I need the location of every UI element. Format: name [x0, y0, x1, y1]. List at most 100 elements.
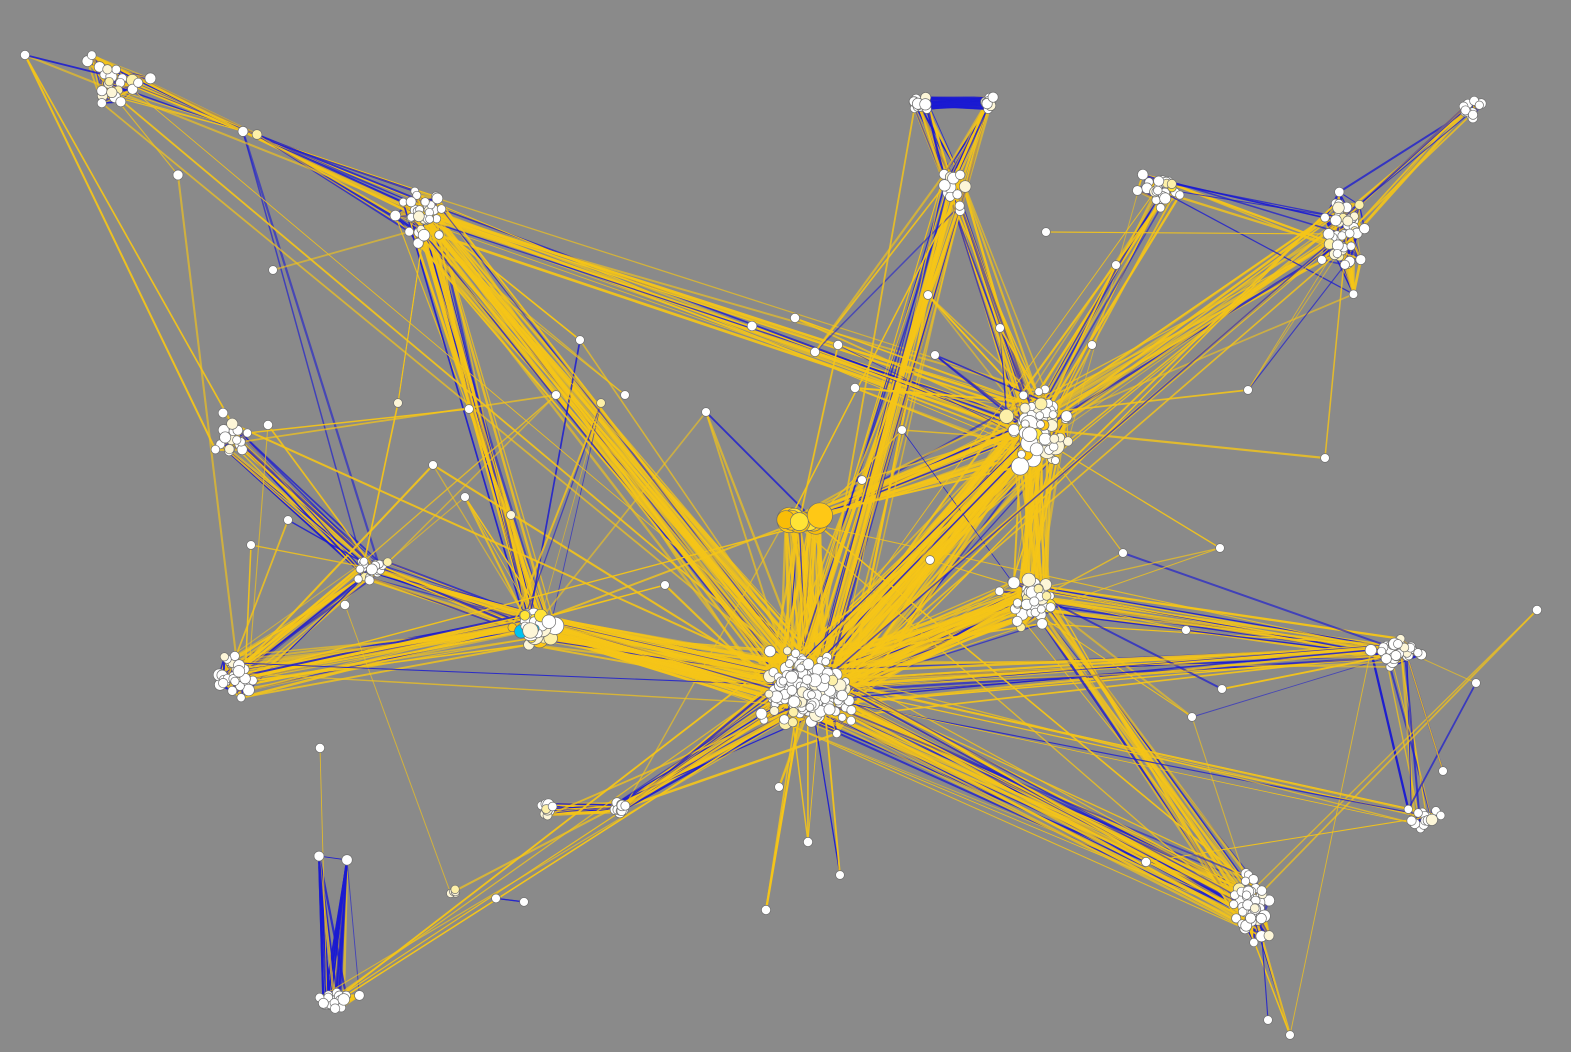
graph-node[interactable]	[1018, 390, 1029, 400]
graph-node[interactable]	[1217, 684, 1227, 694]
graph-node[interactable]	[923, 290, 933, 300]
graph-node[interactable]	[237, 126, 249, 137]
graph-node[interactable]	[522, 622, 539, 639]
graph-node[interactable]	[506, 510, 516, 520]
graph-node[interactable]	[1393, 639, 1403, 649]
graph-node[interactable]	[1337, 231, 1347, 241]
graph-node[interactable]	[1215, 543, 1225, 553]
graph-node[interactable]	[954, 200, 965, 211]
graph-node[interactable]	[1045, 602, 1056, 613]
graph-node[interactable]	[987, 91, 999, 103]
graph-node[interactable]	[1332, 248, 1342, 259]
graph-node[interactable]	[761, 905, 771, 915]
graph-node[interactable]	[330, 1003, 341, 1014]
graph-node[interactable]	[938, 179, 951, 192]
graph-node[interactable]	[1021, 572, 1036, 588]
graph-node[interactable]	[785, 659, 794, 668]
graph-node[interactable]	[1248, 874, 1259, 885]
graph-node[interactable]	[1017, 449, 1026, 459]
graph-node[interactable]	[832, 729, 842, 739]
graph-node[interactable]	[1320, 453, 1330, 463]
graph-node[interactable]	[354, 990, 365, 1001]
graph-node[interactable]	[1153, 185, 1163, 196]
graph-node[interactable]	[955, 169, 966, 180]
graph-node[interactable]	[1034, 397, 1048, 411]
graph-node[interactable]	[359, 556, 369, 566]
graph-node[interactable]	[1390, 650, 1402, 661]
graph-node[interactable]	[1413, 808, 1423, 818]
graph-node[interactable]	[789, 512, 809, 531]
graph-node[interactable]	[353, 574, 363, 584]
graph-node[interactable]	[551, 390, 561, 400]
graph-node[interactable]	[219, 431, 232, 444]
graph-node[interactable]	[959, 180, 972, 193]
graph-node[interactable]	[96, 85, 108, 97]
graph-node[interactable]	[1320, 212, 1330, 223]
graph-node[interactable]	[1181, 625, 1191, 635]
graph-node[interactable]	[660, 580, 670, 590]
graph-node[interactable]	[1048, 410, 1058, 420]
graph-node[interactable]	[787, 717, 798, 728]
graph-node[interactable]	[1364, 644, 1377, 657]
graph-node[interactable]	[1137, 168, 1149, 181]
graph-node[interactable]	[1111, 260, 1121, 270]
graph-node[interactable]	[1403, 804, 1413, 814]
graph-node[interactable]	[1241, 890, 1252, 900]
graph-node[interactable]	[1187, 712, 1197, 722]
graph-node[interactable]	[341, 854, 353, 866]
graph-node[interactable]	[596, 398, 606, 408]
graph-node[interactable]	[1041, 591, 1052, 601]
graph-node[interactable]	[782, 646, 792, 656]
graph-node[interactable]	[1348, 289, 1359, 299]
graph-node[interactable]	[930, 350, 940, 360]
graph-node[interactable]	[364, 575, 375, 586]
graph-node[interactable]	[102, 64, 113, 75]
graph-node[interactable]	[1245, 912, 1257, 924]
graph-node[interactable]	[925, 555, 935, 565]
graph-node[interactable]	[413, 210, 425, 223]
graph-node[interactable]	[464, 404, 474, 414]
graph-node[interactable]	[823, 703, 836, 716]
graph-node[interactable]	[1438, 766, 1448, 776]
graph-node[interactable]	[999, 408, 1015, 424]
graph-node[interactable]	[450, 884, 460, 894]
graph-node[interactable]	[620, 800, 631, 811]
graph-node[interactable]	[1029, 596, 1040, 607]
graph-node[interactable]	[1019, 402, 1031, 414]
graph-node[interactable]	[133, 77, 144, 88]
graph-node[interactable]	[1532, 605, 1542, 615]
graph-node[interactable]	[835, 870, 845, 880]
graph-node[interactable]	[778, 676, 788, 686]
graph-node[interactable]	[846, 715, 856, 726]
graph-node[interactable]	[819, 673, 831, 684]
graph-node[interactable]	[1250, 903, 1260, 914]
graph-node[interactable]	[219, 652, 229, 662]
graph-node[interactable]	[1344, 228, 1355, 239]
graph-node[interactable]	[1132, 185, 1143, 196]
graph-node[interactable]	[1460, 105, 1471, 116]
graph-node[interactable]	[217, 407, 229, 419]
graph-node[interactable]	[764, 645, 776, 658]
graph-node[interactable]	[785, 670, 798, 684]
graph-node[interactable]	[1049, 442, 1059, 452]
graph-node[interactable]	[1033, 584, 1044, 594]
graph-node[interactable]	[897, 425, 907, 435]
graph-node[interactable]	[791, 648, 801, 658]
graph-node[interactable]	[227, 685, 238, 696]
graph-node[interactable]	[1007, 576, 1021, 589]
graph-node[interactable]	[1155, 203, 1166, 213]
graph-node[interactable]	[701, 407, 711, 417]
graph-node[interactable]	[810, 347, 820, 357]
graph-node[interactable]	[1425, 813, 1438, 826]
graph-node[interactable]	[412, 237, 424, 249]
graph-node[interactable]	[790, 313, 800, 323]
graph-node[interactable]	[807, 690, 816, 700]
graph-node[interactable]	[1007, 423, 1021, 437]
graph-node[interactable]	[803, 837, 813, 847]
graph-node[interactable]	[1243, 385, 1253, 395]
graph-node[interactable]	[172, 169, 184, 181]
graph-node[interactable]	[746, 320, 758, 332]
graph-node[interactable]	[366, 563, 378, 576]
graph-node[interactable]	[1060, 410, 1073, 423]
